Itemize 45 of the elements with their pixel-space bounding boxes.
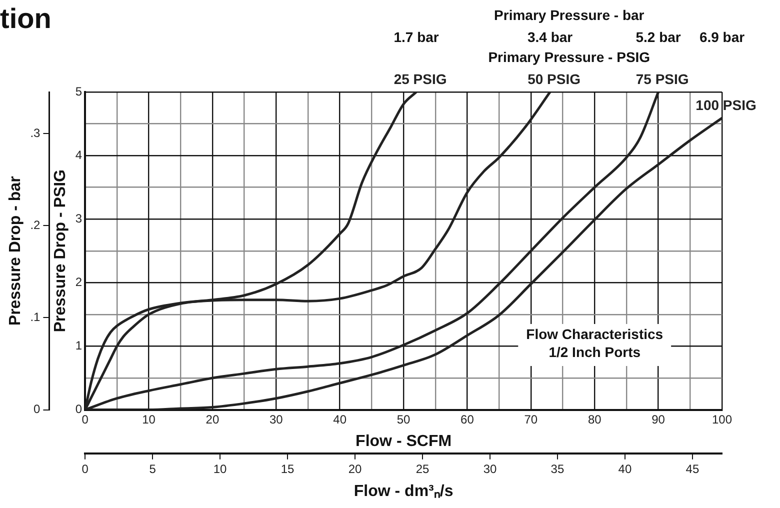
- x2-tick-label: 30: [483, 462, 497, 476]
- text: 6.9 bar: [699, 29, 746, 45]
- y-tick-label: 5: [75, 84, 82, 98]
- x2-tick-label: 25: [416, 462, 430, 476]
- annotation: Flow Characteristics 1/2 Inch Ports: [526, 326, 664, 360]
- x-axis-title: Flow - SCFM: [356, 433, 452, 450]
- x-tick-label: 20: [206, 412, 220, 426]
- x2-tick-label: 40: [618, 462, 632, 476]
- text: Primary Pressure - bar: [494, 7, 645, 23]
- text: 5.2 bar: [636, 29, 682, 45]
- x2-tick-label: 10: [213, 462, 228, 476]
- x2-tick-label: 20: [348, 462, 362, 476]
- y-axis-title: Pressure Drop - PSIG: [52, 170, 70, 332]
- x-tick-label: 70: [524, 412, 538, 426]
- text: 1.7 bar: [394, 29, 440, 45]
- y-tick-label: 0: [75, 402, 82, 416]
- series-label: 100 PSIG: [696, 97, 756, 114]
- y2-tick-label: 0: [34, 402, 41, 416]
- x2-axis-title: Flow - dm³ₙ/s: [354, 482, 454, 500]
- y-tick-label: 1: [75, 338, 82, 353]
- x-tick-label: 40: [333, 412, 347, 426]
- x2-tick-label: 35: [550, 462, 564, 476]
- chart-title: tion: [0, 3, 52, 34]
- text: Primary Pressure - PSIG: [488, 49, 650, 65]
- series-label: 25 PSIG: [394, 71, 447, 87]
- y2-tick-label: .3: [30, 126, 41, 140]
- x-tick-label: 100: [712, 412, 732, 426]
- y-tick-label: 4: [75, 148, 82, 162]
- x2-tick-label: 45: [686, 462, 700, 476]
- x2-tick-label: 15: [280, 462, 295, 476]
- x-tick-label: 90: [652, 412, 666, 426]
- x-tick-label: 10: [142, 412, 156, 426]
- x2-tick-label: 5: [149, 462, 156, 476]
- y-tick-label: 2: [75, 274, 82, 289]
- y2-tick-label: .1: [30, 310, 41, 324]
- x-tick-label: 80: [588, 412, 602, 426]
- series-label: 75 PSIG: [636, 71, 689, 87]
- text: 3.4 bar: [527, 29, 574, 45]
- x-tick-label: 30: [269, 412, 284, 426]
- y2-axis-title: Pressure Drop - bar: [7, 176, 24, 326]
- y2-tick-label: .2: [30, 218, 41, 232]
- x-tick-label: 60: [460, 412, 474, 426]
- x-tick-label: 50: [396, 412, 411, 426]
- y-tick-label: 3: [75, 211, 82, 226]
- series-label: 50 PSIG: [528, 71, 581, 87]
